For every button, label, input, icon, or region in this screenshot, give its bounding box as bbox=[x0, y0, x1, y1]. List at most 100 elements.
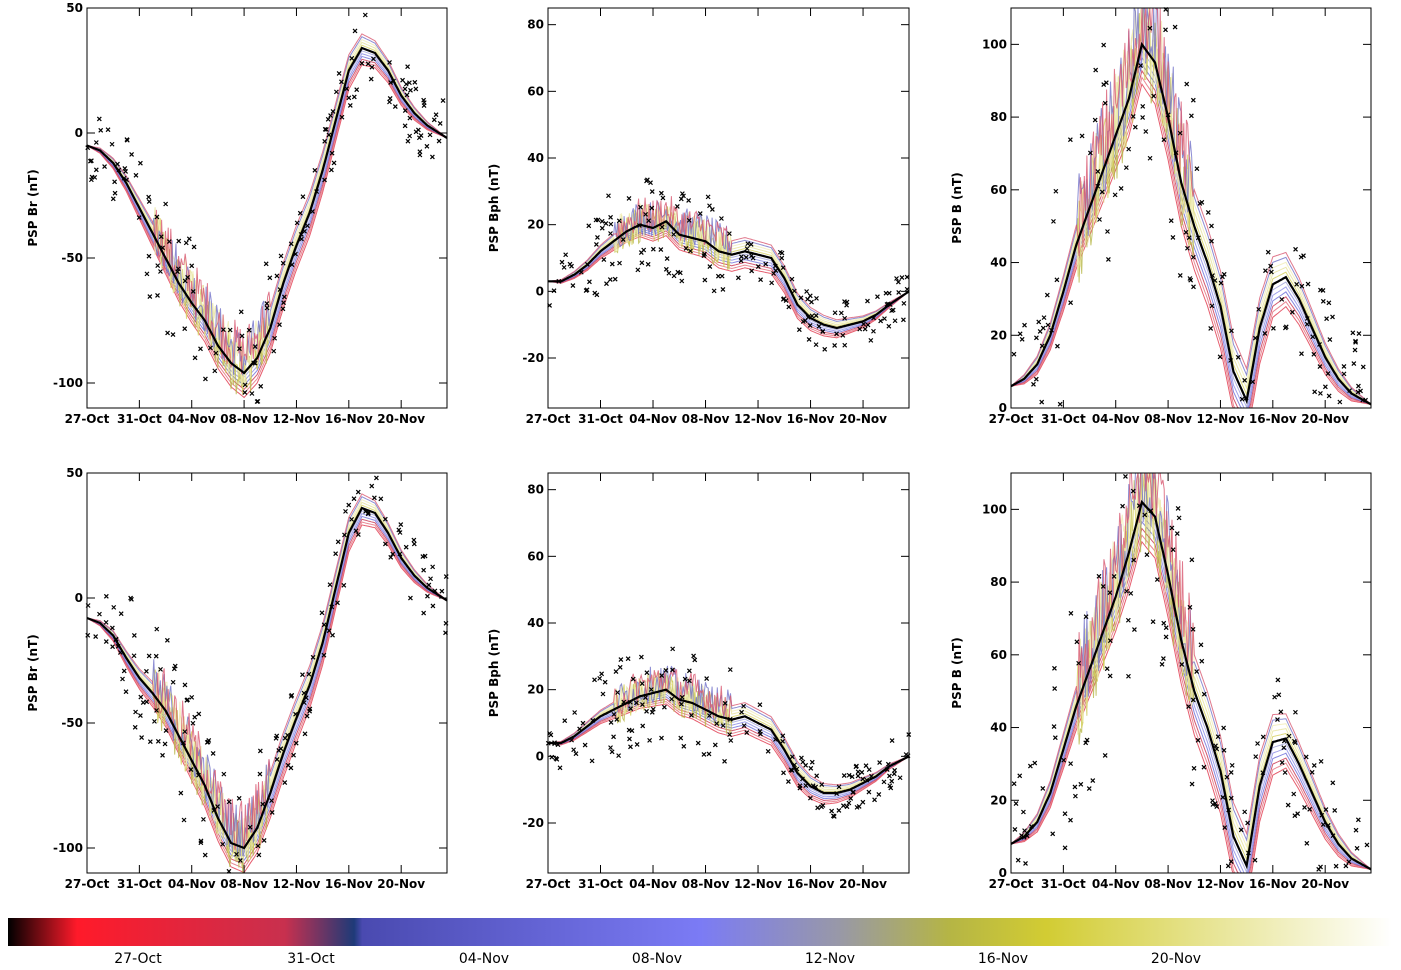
observed-point bbox=[834, 331, 840, 337]
observed-point bbox=[857, 326, 863, 332]
ensemble-line-10 bbox=[547, 672, 910, 789]
observed-point bbox=[140, 700, 146, 706]
observed-point bbox=[1031, 381, 1036, 387]
observed-point bbox=[154, 707, 159, 713]
observed-point bbox=[1099, 189, 1105, 195]
observed-point bbox=[1188, 277, 1194, 283]
observed-point bbox=[1107, 590, 1113, 596]
observed-point bbox=[1076, 660, 1082, 666]
observed-point bbox=[863, 763, 869, 769]
observed-point bbox=[1092, 117, 1098, 123]
observed-point bbox=[371, 495, 377, 501]
observed-point bbox=[1310, 334, 1316, 340]
ensemble-line-2 bbox=[1010, 534, 1372, 874]
observed-point bbox=[620, 237, 626, 243]
observed-point bbox=[272, 335, 278, 341]
observed-point bbox=[402, 108, 408, 114]
observed-point bbox=[1163, 27, 1168, 33]
observed-point bbox=[390, 551, 396, 557]
ensemble-line-12 bbox=[1010, 7, 1372, 405]
x-tick-label: 04-Nov bbox=[1092, 412, 1140, 426]
observed-point bbox=[816, 323, 822, 329]
observed-point bbox=[321, 652, 327, 658]
observed-point bbox=[1040, 786, 1046, 791]
observed-point bbox=[96, 116, 102, 122]
x-tick-label: 12-Nov bbox=[1197, 877, 1245, 891]
observed-point bbox=[868, 337, 874, 343]
observed-point bbox=[267, 275, 273, 281]
x-tick-label: 31-Oct bbox=[117, 877, 162, 891]
observed-point bbox=[1120, 503, 1125, 509]
observed-point bbox=[213, 350, 219, 356]
observed-point bbox=[121, 668, 127, 674]
observed-point bbox=[807, 323, 813, 328]
observed-point bbox=[738, 258, 744, 264]
observed-point bbox=[897, 775, 903, 781]
observed-point bbox=[1102, 100, 1108, 106]
observed-point bbox=[1201, 764, 1207, 770]
y-tick-label: 20 bbox=[990, 793, 1007, 807]
observed-point bbox=[580, 720, 586, 726]
observed-point bbox=[137, 160, 143, 166]
observed-point bbox=[163, 201, 169, 207]
observed-point bbox=[589, 758, 595, 764]
observed-point bbox=[849, 774, 855, 780]
observed-point bbox=[638, 654, 644, 660]
observed-point bbox=[608, 221, 614, 227]
x-tick-label: 31-Oct bbox=[1041, 877, 1086, 891]
observed-point bbox=[809, 759, 815, 765]
colorbar-gradient bbox=[8, 918, 1392, 946]
y-tick-label: 0 bbox=[75, 591, 83, 605]
observed-point bbox=[780, 738, 786, 744]
observed-point bbox=[1255, 741, 1260, 746]
observed-point bbox=[712, 742, 718, 748]
observed-point bbox=[640, 723, 646, 729]
observed-point bbox=[1123, 165, 1129, 171]
observed-point bbox=[1209, 303, 1215, 309]
observed-point bbox=[1023, 861, 1028, 866]
observed-point bbox=[1281, 745, 1287, 751]
observed-point bbox=[147, 294, 153, 300]
observed-point bbox=[369, 64, 375, 70]
observed-point bbox=[855, 773, 861, 779]
observed-point bbox=[1154, 577, 1160, 582]
observed-point bbox=[1183, 229, 1189, 235]
observed-point bbox=[789, 768, 795, 773]
observed-point bbox=[396, 527, 402, 533]
model-median-line bbox=[548, 219, 910, 330]
observed-point bbox=[660, 195, 666, 201]
observed-point bbox=[144, 699, 150, 705]
colorbar-label: 16-Nov bbox=[978, 951, 1028, 967]
observed-point bbox=[634, 742, 640, 747]
observed-point bbox=[765, 748, 771, 754]
observed-point bbox=[371, 56, 376, 62]
observed-point bbox=[726, 231, 732, 237]
observed-points bbox=[1011, 7, 1368, 407]
observed-point bbox=[132, 724, 138, 730]
observed-point bbox=[421, 610, 427, 616]
observed-point bbox=[154, 214, 160, 220]
observed-point bbox=[848, 796, 854, 801]
observed-point bbox=[215, 804, 220, 810]
observed-point bbox=[1279, 296, 1285, 302]
observed-point bbox=[282, 735, 288, 741]
observed-point bbox=[597, 675, 603, 681]
observed-point bbox=[586, 223, 592, 229]
observed-point bbox=[407, 133, 413, 139]
observed-point bbox=[661, 704, 667, 710]
observed-point bbox=[1093, 67, 1099, 73]
observed-point bbox=[280, 306, 286, 312]
observed-point bbox=[1190, 626, 1196, 632]
observed-point bbox=[682, 676, 688, 682]
x-tick-label: 08-Nov bbox=[1144, 877, 1192, 891]
observed-point bbox=[738, 254, 744, 260]
observed-point bbox=[1276, 692, 1282, 698]
observed-point bbox=[709, 207, 715, 212]
x-tick-label: 31-Oct bbox=[578, 877, 623, 891]
observed-point bbox=[896, 290, 902, 295]
observed-point bbox=[1256, 306, 1262, 312]
observed-point bbox=[813, 313, 819, 318]
observed-point bbox=[373, 475, 379, 481]
observed-point bbox=[1318, 390, 1323, 396]
observed-point bbox=[702, 277, 708, 283]
